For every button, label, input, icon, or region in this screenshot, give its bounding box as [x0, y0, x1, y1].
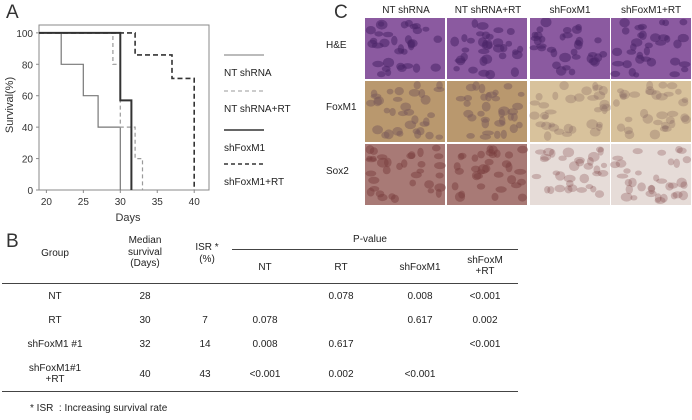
- legend-label-nt: NT shRNA: [224, 68, 272, 79]
- x-tick-label: 30: [115, 197, 127, 208]
- panel-b-letter: B: [6, 231, 19, 252]
- panel-c-letter: C: [334, 2, 348, 23]
- ihc-image-sox2-0: [365, 144, 446, 205]
- y-tick-label: 20: [22, 155, 34, 166]
- row-p-nt: 0.008: [252, 339, 278, 350]
- legend-label-shfoxm1-rt: shFoxM1+RT: [224, 177, 285, 188]
- hdr-pvalue: P-value: [353, 234, 387, 245]
- row-group: shFoxM1 #1: [27, 339, 83, 350]
- row-p-nt: <0.001: [249, 369, 281, 380]
- y-tick-label: 80: [22, 60, 34, 71]
- panel-a-letter: A: [6, 2, 19, 23]
- ihc-row-sox2: Sox2: [326, 166, 349, 177]
- row-median: 40: [139, 369, 151, 380]
- table-header-rule: [2, 283, 518, 284]
- ihc-image-foxm1-3: [611, 80, 691, 142]
- y-tick-label: 40: [22, 123, 34, 134]
- row-p-shfoxm1: 0.008: [407, 291, 433, 302]
- y-tick-label: 0: [27, 186, 33, 197]
- ihc-image-foxm1-0: [365, 81, 445, 142]
- row-isr: 7: [202, 315, 208, 326]
- y-tick-label: 60: [22, 92, 34, 103]
- ihc-image-foxm1-1: [447, 81, 527, 142]
- ihc-col-nt: NT shRNA: [382, 5, 430, 16]
- legend-label-nt-rt: NT shRNA+RT: [224, 104, 291, 115]
- ihc-col-shfoxm1-rt: shFoxM1+RT: [620, 5, 682, 16]
- ihc-image-he-1: [447, 18, 527, 80]
- legend-label-shfoxm1: shFoxM1: [224, 143, 266, 154]
- ihc-image-he-3: [610, 18, 691, 79]
- hdr-p-rt: RT: [334, 262, 348, 273]
- row-median: 30: [139, 315, 151, 326]
- survival-series-3: [39, 32, 195, 190]
- legend-lines: [224, 54, 264, 165]
- row-p-shfoxm1: 0.617: [407, 315, 433, 326]
- row-group: NT: [48, 291, 62, 302]
- ihc-image-grid: [365, 18, 692, 205]
- ihc-row-foxm1: FoxM1: [326, 102, 357, 113]
- row-group: RT: [48, 315, 62, 326]
- row-median: 28: [139, 291, 151, 302]
- hdr-isr: ISR * (%): [195, 242, 219, 265]
- ihc-image-sox2-1: [447, 144, 528, 205]
- row-median: 32: [139, 339, 151, 350]
- row-p-shfoxm1: <0.001: [404, 369, 436, 380]
- x-tick-label: 20: [41, 197, 53, 208]
- ihc-row-he: H&E: [326, 40, 347, 51]
- table-bottom-rule: [2, 391, 518, 392]
- hdr-p-shfoxm1-rt: shFoxM +RT: [467, 255, 503, 277]
- hdr-p-shfoxm1: shFoxM1: [399, 262, 441, 273]
- row-p-shfoxm1-rt: 0.002: [472, 315, 498, 326]
- ihc-image-he-0: [365, 18, 445, 79]
- hdr-p-nt: NT: [258, 262, 272, 273]
- ihc-image-sox2-3: [609, 144, 692, 205]
- row-p-shfoxm1-rt: <0.001: [469, 291, 501, 302]
- plot-frame: [38, 24, 210, 191]
- ihc-col-nt-rt: NT shRNA+RT: [454, 5, 522, 16]
- row-group: shFoxM1#1 +RT: [28, 363, 82, 385]
- row-p-shfoxm1-rt: <0.001: [469, 339, 501, 350]
- hdr-median: Median survival (Days): [128, 235, 162, 269]
- row-p-rt: 0.617: [328, 339, 354, 350]
- x-tick-label: 35: [152, 197, 164, 208]
- hdr-group: Group: [41, 248, 69, 259]
- row-isr: 43: [199, 369, 211, 380]
- y-axis-label: Survival(%): [4, 77, 16, 133]
- x-axis-label: Days: [115, 212, 141, 224]
- row-isr: 14: [199, 339, 211, 350]
- ihc-image-he-2: [529, 18, 610, 79]
- x-tick-label: 25: [78, 197, 90, 208]
- ihc-image-foxm1-2: [529, 81, 612, 142]
- y-tick-label: 100: [16, 29, 33, 40]
- row-p-rt: 0.078: [328, 291, 354, 302]
- survival-chart: 0 20 40 60 80 100 20 25 30 35 40 Survival(%) Days: [4, 24, 210, 224]
- x-tick-label: 40: [189, 197, 201, 208]
- footnote: * ISR : Increasing survival rate: [30, 403, 168, 414]
- row-p-rt: 0.002: [328, 369, 354, 380]
- pvalue-underline: [232, 249, 518, 250]
- survival-series-2: [39, 31, 133, 190]
- ihc-image-sox2-2: [530, 144, 610, 205]
- survival-series-1: [39, 32, 144, 190]
- survival-series-0: [39, 32, 121, 190]
- ihc-col-shfoxm1: shFoxM1: [549, 5, 591, 16]
- row-p-nt: 0.078: [252, 315, 278, 326]
